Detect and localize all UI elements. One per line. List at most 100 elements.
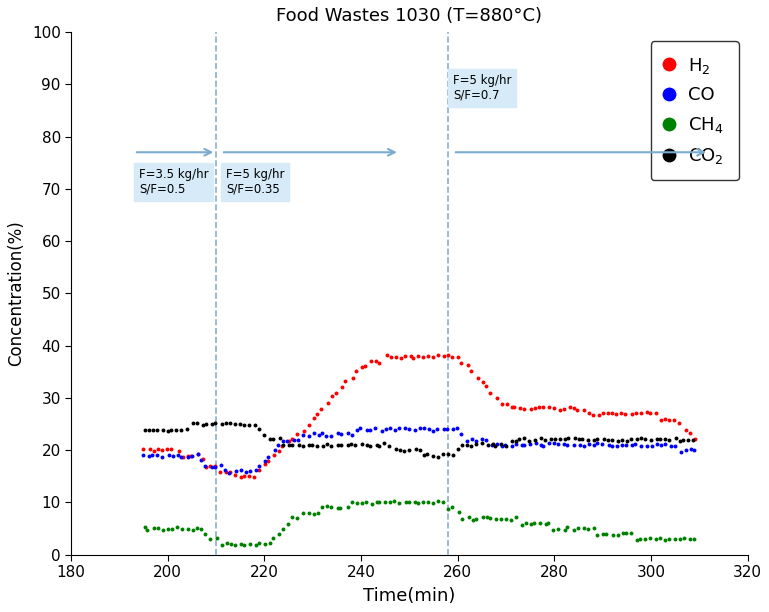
Point (431, 452, 444, 461)
Point (568, 403, 580, 413)
Point (238, 471, 250, 481)
Point (484, 387, 496, 397)
Point (673, 417, 685, 427)
Point (286, 435, 298, 444)
Point (481, 512, 494, 521)
Point (625, 528, 638, 538)
Point (456, 514, 468, 524)
Point (365, 356, 377, 366)
Point (494, 439, 507, 449)
Point (631, 434, 643, 444)
Point (356, 439, 368, 449)
Point (325, 502, 337, 512)
Point (677, 435, 690, 445)
Point (181, 524, 194, 534)
Point (371, 498, 383, 507)
Point (669, 441, 681, 451)
Point (345, 439, 358, 449)
Point (171, 450, 184, 460)
Point (451, 444, 464, 453)
Point (674, 534, 686, 544)
Point (370, 356, 382, 366)
Point (195, 455, 207, 465)
Point (644, 408, 657, 418)
Point (230, 466, 242, 476)
Point (253, 538, 265, 548)
Point (540, 520, 552, 529)
Point (331, 439, 344, 449)
Point (292, 440, 305, 450)
Point (587, 410, 599, 420)
Point (428, 451, 440, 461)
Point (602, 435, 614, 445)
Point (442, 504, 454, 514)
Point (364, 425, 376, 435)
Point (596, 439, 608, 449)
Point (505, 515, 518, 524)
Point (187, 525, 199, 535)
Point (561, 523, 574, 532)
Point (476, 439, 488, 449)
Point (414, 423, 426, 433)
Point (364, 441, 376, 450)
Point (351, 425, 363, 435)
Point (658, 439, 671, 449)
Point (283, 436, 295, 446)
Point (161, 444, 173, 454)
Point (248, 472, 261, 482)
Point (409, 498, 421, 507)
Point (684, 535, 696, 545)
Point (584, 439, 596, 449)
Point (303, 508, 315, 518)
Point (221, 539, 233, 548)
Point (225, 467, 237, 477)
Point (620, 528, 632, 537)
Point (568, 524, 580, 534)
Point (262, 457, 275, 466)
Point (366, 499, 378, 509)
Point (171, 425, 183, 435)
Point (151, 425, 163, 435)
Point (311, 409, 323, 419)
Point (238, 540, 250, 550)
Point (658, 414, 671, 424)
Point (199, 529, 211, 539)
Point (659, 535, 671, 545)
Point (438, 351, 451, 361)
Point (523, 436, 535, 446)
Point (351, 498, 363, 508)
Point (292, 435, 305, 445)
Point (548, 525, 560, 535)
Point (520, 518, 532, 528)
Point (141, 525, 154, 535)
Point (564, 402, 576, 412)
Point (655, 415, 667, 425)
Point (437, 496, 449, 506)
Point (442, 449, 454, 459)
Point (253, 424, 265, 434)
Point (259, 460, 271, 469)
Point (378, 439, 391, 449)
Point (602, 441, 614, 450)
Point (283, 440, 295, 450)
Point (291, 430, 303, 439)
Point (592, 410, 604, 420)
Point (191, 523, 203, 533)
Point (663, 415, 675, 425)
Point (445, 502, 458, 512)
Point (562, 433, 574, 443)
Point (688, 445, 701, 455)
Point (235, 472, 247, 482)
Point (645, 441, 657, 451)
Point (574, 440, 586, 450)
Point (638, 534, 651, 543)
Point (394, 446, 406, 455)
Point (524, 439, 537, 449)
Point (495, 399, 508, 409)
Point (513, 435, 525, 444)
Point (559, 524, 571, 534)
Point (185, 450, 197, 460)
Point (228, 540, 241, 550)
Point (398, 351, 411, 360)
Point (316, 441, 328, 451)
